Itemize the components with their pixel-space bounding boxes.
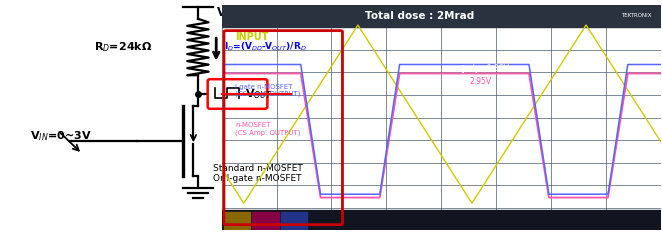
Bar [222, 210, 661, 230]
Text: 3.31V: 3.31V [470, 52, 492, 61]
Text: Total dose : 2Mrad: Total dose : 2Mrad [365, 11, 474, 21]
Text: 2.95V: 2.95V [470, 77, 492, 86]
Text: INPUT: INPUT [235, 32, 268, 42]
Bar [252, 212, 279, 229]
Text: dy : 0.36V: dy : 0.36V [470, 64, 508, 74]
Text: Standard n-MOSFET
Or I-gate n-MOSFET: Standard n-MOSFET Or I-gate n-MOSFET [213, 164, 303, 183]
Text: V$_{OUT}$: V$_{OUT}$ [245, 87, 273, 101]
Text: V$_{IN}$=0~3V: V$_{IN}$=0~3V [30, 129, 92, 143]
FancyBboxPatch shape [208, 79, 267, 109]
Bar [281, 212, 307, 229]
Text: TEKTRONIX: TEKTRONIX [622, 13, 652, 19]
Bar [224, 212, 250, 229]
Text: I$_D$=(V$_{DD}$-V$_{OUT}$)/R$_D$: I$_D$=(V$_{DD}$-V$_{OUT}$)/R$_D$ [224, 41, 307, 53]
Text: V$_{DD}$=3.3V: V$_{DD}$=3.3V [216, 6, 280, 21]
Text: I gate n-MOSFET
(CS Amp. OUTPUT): I gate n-MOSFET (CS Amp. OUTPUT) [235, 84, 301, 97]
Bar [222, 5, 661, 27]
Text: R$_D$=24kΩ: R$_D$=24kΩ [94, 40, 152, 54]
Text: n-MOSFET
(CS Amp. OUTPUT): n-MOSFET (CS Amp. OUTPUT) [235, 122, 301, 136]
